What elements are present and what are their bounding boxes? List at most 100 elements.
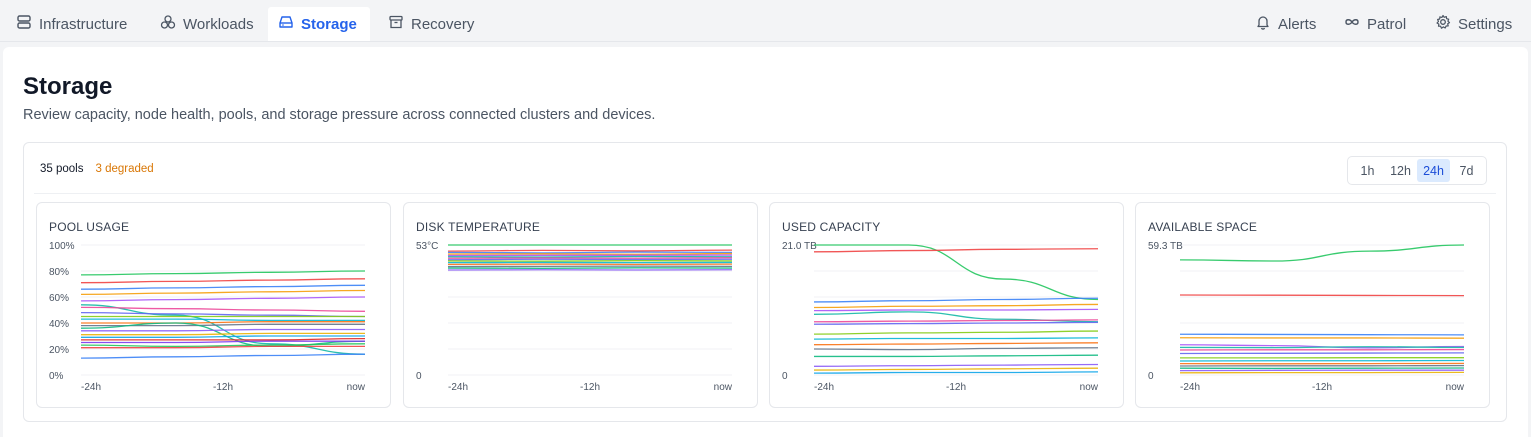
x-tick-label: now (714, 382, 733, 393)
series-line (448, 250, 732, 251)
tab-patrol[interactable]: Patrol (1334, 7, 1416, 41)
y-tick-label: 60% (49, 293, 69, 304)
range-7d-button[interactable]: 7d (1450, 159, 1483, 182)
series-line (81, 346, 365, 347)
series-line (81, 333, 365, 334)
series-line (81, 291, 365, 295)
gear-icon (1435, 14, 1451, 34)
storage-icon (278, 14, 294, 34)
x-tick-label: -24h (1180, 382, 1200, 393)
series-line (814, 338, 1098, 339)
pool-count: 35 pools (40, 163, 83, 175)
series-line (81, 297, 365, 301)
tab-settings-label: Settings (1458, 16, 1512, 33)
series-line (1180, 295, 1464, 296)
x-tick-label: -12h (1312, 382, 1332, 393)
x-tick-label: -24h (448, 382, 468, 393)
series-line (1180, 353, 1464, 354)
y-tick-label: 53°C (416, 241, 438, 252)
storage-page: Storage Review capacity, node health, po… (3, 47, 1528, 437)
series-line (814, 249, 1098, 252)
y-tick-label: 0 (416, 371, 422, 382)
series-line (81, 279, 365, 283)
top-nav: Infrastructure Workloads Storage Recover… (0, 0, 1531, 42)
x-tick-label: now (1446, 382, 1465, 393)
series-line (1180, 245, 1464, 261)
tab-recovery-label: Recovery (411, 16, 474, 33)
tab-alerts-label: Alerts (1278, 16, 1316, 33)
series-line (1180, 334, 1464, 335)
time-range-selector: 1h 12h 24h 7d (1347, 156, 1487, 185)
tab-patrol-label: Patrol (1367, 16, 1406, 33)
disk-temperature-chart: 53°C 0 -24h -12h now (404, 203, 759, 409)
infinity-icon (1344, 14, 1360, 34)
x-tick-label: -24h (814, 382, 834, 393)
series-line (814, 331, 1098, 334)
y-tick-label: 40% (49, 319, 69, 330)
tab-settings[interactable]: Settings (1425, 7, 1522, 41)
series-line (81, 330, 365, 331)
series-line (814, 298, 1098, 302)
workloads-icon (160, 14, 176, 34)
tab-alerts[interactable]: Alerts (1245, 7, 1326, 41)
y-tick-label: 59.3 TB (1148, 241, 1183, 252)
series-line (814, 368, 1098, 370)
panel-divider (34, 193, 1496, 194)
page-title: Storage (23, 73, 112, 101)
tab-storage-label: Storage (301, 16, 357, 33)
series-line (81, 319, 365, 320)
series-line (814, 355, 1098, 356)
page-subtitle: Review capacity, node health, pools, and… (23, 107, 655, 123)
series-line (814, 372, 1098, 373)
degraded-count: 3 degraded (95, 163, 153, 175)
x-tick-label: now (347, 382, 366, 393)
y-tick-label: 0% (49, 371, 64, 382)
series-line (81, 285, 365, 289)
series-line (81, 324, 365, 325)
tab-storage[interactable]: Storage (268, 7, 370, 41)
range-1h-button[interactable]: 1h (1351, 159, 1384, 182)
series-line (814, 364, 1098, 366)
tab-infrastructure[interactable]: Infrastructure (6, 7, 137, 41)
x-tick-label: -12h (213, 382, 233, 393)
series-line (1180, 347, 1464, 348)
y-tick-label: 80% (49, 267, 69, 278)
server-icon (16, 14, 32, 34)
x-tick-label: -12h (580, 382, 600, 393)
y-tick-label: 21.0 TB (782, 241, 817, 252)
series-line (81, 339, 365, 340)
tab-recovery[interactable]: Recovery (378, 7, 484, 41)
series-line (81, 336, 365, 337)
pool-summary: 35 pools 3 degraded (40, 163, 154, 175)
series-line (448, 254, 732, 255)
series-line (81, 341, 365, 342)
series-line (81, 271, 365, 275)
y-tick-label: 20% (49, 345, 69, 356)
range-12h-button[interactable]: 12h (1384, 159, 1417, 182)
series-line (814, 304, 1098, 307)
archive-icon (388, 14, 404, 34)
y-tick-label: 100% (49, 241, 75, 252)
available-space-chart: 59.3 TB 0 -24h -12h now (1136, 203, 1491, 409)
series-line (81, 354, 365, 358)
series-line (814, 343, 1098, 345)
tab-workloads[interactable]: Workloads (150, 7, 264, 41)
range-24h-button[interactable]: 24h (1417, 159, 1450, 182)
series-line (814, 245, 1098, 299)
storage-charts-panel: 35 pools 3 degraded 1h 12h 24h 7d POOL U… (23, 142, 1507, 422)
series-line (814, 309, 1098, 310)
used-capacity-chart: 21.0 TB 0 -24h -12h now (770, 203, 1125, 409)
tab-workloads-label: Workloads (183, 16, 254, 33)
x-tick-label: -12h (946, 382, 966, 393)
y-tick-label: 0 (1148, 371, 1154, 382)
bell-icon (1255, 14, 1271, 34)
x-tick-label: now (1080, 382, 1099, 393)
y-tick-label: 0 (782, 371, 788, 382)
series-line (448, 252, 732, 253)
tab-infrastructure-label: Infrastructure (39, 16, 127, 33)
